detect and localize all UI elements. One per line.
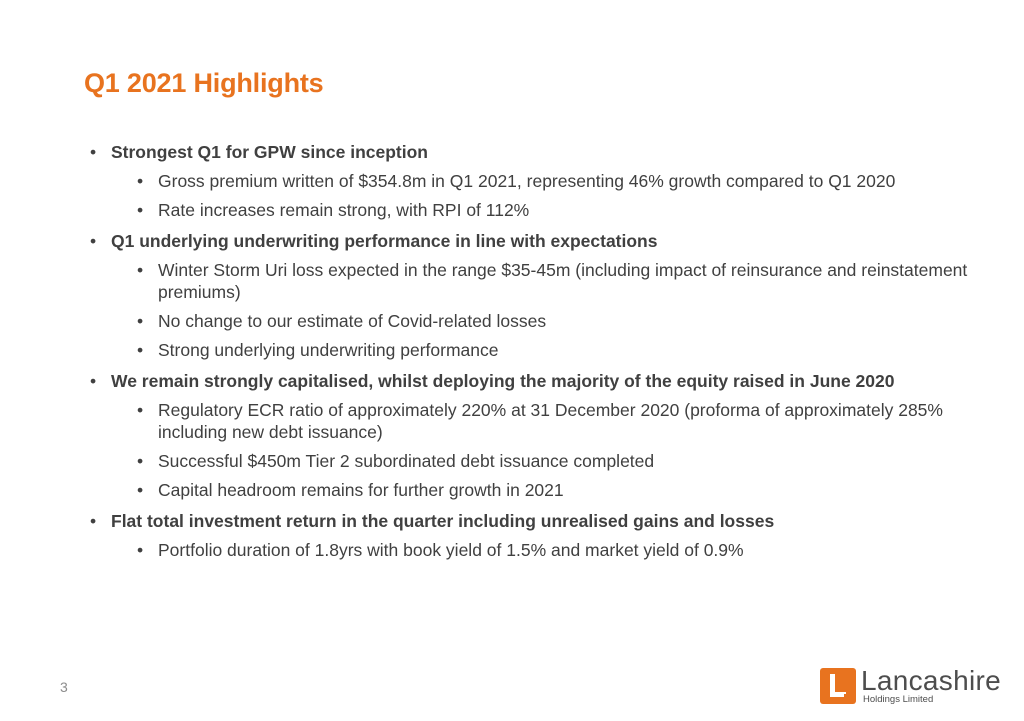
list-item-text: No change to our estimate of Covid-relat… [158, 311, 547, 331]
list-item: • No change to our estimate of Covid-rel… [90, 310, 990, 332]
section-investment: • Flat total investment return in the qu… [90, 510, 990, 561]
list-item-text: Regulatory ECR ratio of approximately 22… [158, 400, 943, 442]
section-heading-text: Flat total investment return in the quar… [111, 511, 775, 531]
section-heading: • Q1 underlying underwriting performance… [90, 230, 990, 252]
section-heading-text: We remain strongly capitalised, whilst d… [111, 371, 895, 391]
list-item: • Capital headroom remains for further g… [90, 479, 990, 501]
section-heading: • Strongest Q1 for GPW since inception [90, 141, 990, 163]
bullet-icon: • [137, 200, 144, 220]
section-heading-text: Q1 underlying underwriting performance i… [111, 231, 658, 251]
logo-subtitle: Holdings Limited [863, 694, 934, 705]
list-item-text: Portfolio duration of 1.8yrs with book y… [158, 540, 744, 560]
list-item-text: Strong underlying underwriting performan… [158, 340, 499, 360]
list-item: • Winter Storm Uri loss expected in the … [90, 259, 990, 303]
list-item-text: Rate increases remain strong, with RPI o… [158, 200, 530, 220]
page-number: 3 [60, 679, 68, 695]
section-heading: • We remain strongly capitalised, whilst… [90, 370, 990, 392]
list-item: • Portfolio duration of 1.8yrs with book… [90, 539, 990, 561]
bullet-icon: • [137, 480, 144, 500]
logo-name: Lancashire [861, 665, 1001, 696]
list-item: • Rate increases remain strong, with RPI… [90, 199, 990, 221]
list-item: • Successful $450m Tier 2 subordinated d… [90, 450, 990, 472]
bullet-icon: • [137, 400, 144, 420]
section-gpw: • Strongest Q1 for GPW since inception •… [90, 141, 990, 221]
list-item-text: Winter Storm Uri loss expected in the ra… [158, 260, 968, 302]
bullet-icon: • [90, 371, 97, 391]
company-logo: Lancashire Holdings Limited [820, 665, 1010, 707]
bullet-icon: • [137, 451, 144, 471]
list-item: • Gross premium written of $354.8m in Q1… [90, 170, 990, 192]
bullet-icon: • [90, 511, 97, 531]
bullet-icon: • [90, 231, 97, 251]
list-item-text: Capital headroom remains for further gro… [158, 480, 564, 500]
lancashire-l-logo-icon [820, 668, 856, 704]
bullet-icon: • [90, 142, 97, 162]
highlights-list: • Strongest Q1 for GPW since inception •… [90, 141, 990, 570]
bullet-icon: • [137, 171, 144, 191]
list-item-text: Gross premium written of $354.8m in Q1 2… [158, 171, 896, 191]
slide-title: Q1 2021 Highlights [84, 68, 324, 98]
bullet-icon: • [137, 340, 144, 360]
section-heading: • Flat total investment return in the qu… [90, 510, 990, 532]
list-item: • Strong underlying underwriting perform… [90, 339, 990, 361]
list-item-text: Successful $450m Tier 2 subordinated deb… [158, 451, 655, 471]
bullet-icon: • [137, 311, 144, 331]
section-underwriting: • Q1 underlying underwriting performance… [90, 230, 990, 361]
section-heading-text: Strongest Q1 for GPW since inception [111, 142, 428, 162]
bullet-icon: • [137, 260, 144, 280]
list-item: • Regulatory ECR ratio of approximately … [90, 399, 990, 443]
bullet-icon: • [137, 540, 144, 560]
section-capital: • We remain strongly capitalised, whilst… [90, 370, 990, 501]
